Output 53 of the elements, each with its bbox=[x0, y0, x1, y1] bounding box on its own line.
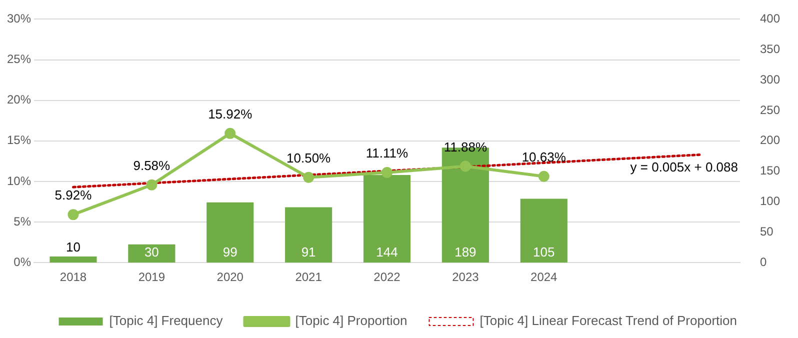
bar bbox=[206, 202, 254, 263]
point bbox=[382, 166, 392, 178]
data-label: 11.11% bbox=[366, 146, 409, 161]
bar bbox=[50, 256, 97, 263]
y-tick-label: 15% bbox=[6, 133, 32, 148]
x-tick-label: 2018 bbox=[60, 270, 87, 284]
x-tick-label: 2020 bbox=[216, 270, 244, 284]
point bbox=[224, 128, 236, 139]
y2-tick-label: 100 bbox=[760, 194, 780, 208]
y2-tick-label: 350 bbox=[760, 42, 780, 56]
data-label: 5.92% bbox=[54, 188, 92, 203]
annotation: y = 0.005x + 0.088 bbox=[630, 159, 738, 174]
data-label: 189 bbox=[454, 244, 476, 260]
y2-tick-label: 150 bbox=[760, 164, 780, 178]
data-label: 144 bbox=[376, 244, 398, 260]
y2-tick-label: 300 bbox=[760, 72, 780, 86]
data-label: 10 bbox=[66, 240, 80, 255]
legend-label: [Topic 4] Linear Forecast Trend of Proportion bbox=[480, 313, 737, 328]
y-tick-label: 20% bbox=[6, 92, 32, 107]
y-tick-label: 25% bbox=[6, 52, 32, 66]
point bbox=[460, 160, 471, 172]
x-tick-label: 2019 bbox=[138, 270, 166, 284]
y-tick-label: 10% bbox=[6, 174, 32, 188]
data-label: 10.50% bbox=[286, 150, 332, 166]
point bbox=[68, 209, 79, 220]
y-tick-label: 30% bbox=[6, 12, 32, 26]
bar bbox=[128, 244, 176, 263]
y-tick-label: 0% bbox=[14, 254, 32, 269]
x-tick-label: 2023 bbox=[452, 270, 480, 284]
data-label: 9.58% bbox=[133, 158, 171, 173]
legend-label: [Topic 4] Frequency bbox=[109, 313, 224, 328]
bar bbox=[520, 198, 568, 263]
x-tick-label: 2022 bbox=[374, 270, 401, 284]
data-label: 30 bbox=[144, 244, 159, 260]
bar bbox=[363, 174, 411, 263]
data-label: 99 bbox=[222, 244, 238, 260]
point bbox=[538, 170, 550, 182]
bar bbox=[285, 207, 332, 263]
y2-tick-label: 50 bbox=[760, 224, 774, 238]
y2-tick-label: 200 bbox=[760, 133, 780, 148]
data-label: 105 bbox=[533, 244, 555, 260]
x-tick-label: 2024 bbox=[530, 270, 558, 284]
point bbox=[303, 172, 314, 183]
data-label: 91 bbox=[301, 244, 316, 260]
legend-label: [Topic 4] Proportion bbox=[295, 313, 408, 328]
y-tick-label: 5% bbox=[14, 214, 32, 228]
y2-tick-label: 400 bbox=[760, 12, 780, 26]
y2-tick-label: 0 bbox=[760, 254, 767, 269]
data-label: 15.92% bbox=[208, 106, 253, 122]
point bbox=[146, 179, 158, 190]
y2-tick-label: 250 bbox=[760, 102, 780, 117]
x-tick-label: 2021 bbox=[295, 270, 322, 284]
data-label: 10.63% bbox=[522, 149, 566, 164]
